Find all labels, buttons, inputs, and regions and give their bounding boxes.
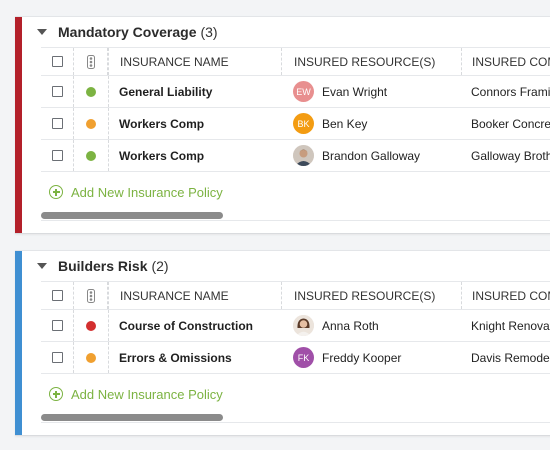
mandatory-coverage-panel: Mandatory Coverage (3) INSURANCE NAME IN… [15,16,550,234]
insurance-name[interactable]: Workers Comp [119,148,205,163]
add-insurance-label[interactable]: Add New Insurance Policy [71,184,223,200]
table-header-row: INSURANCE NAME INSURED RESOURCE(S) INSUR… [41,47,550,76]
traffic-light-icon [73,48,109,75]
company-name[interactable]: Connors Framin [471,84,550,99]
avatar: EW [293,81,314,102]
avatar: FK [293,347,314,368]
row-checkbox[interactable] [51,118,63,129]
insurance-name[interactable]: Errors & Omissions [119,350,232,365]
column-header-insured-resources[interactable]: INSURED RESOURCE(S) [281,282,462,309]
column-header-insured-company[interactable]: INSURED COMPA [461,282,550,309]
select-all-checkbox[interactable] [51,290,63,301]
avatar-photo [293,145,314,166]
company-name[interactable]: Davis Remodel [471,350,550,365]
insurance-table: INSURANCE NAME INSURED RESOURCE(S) INSUR… [41,281,550,423]
status-dot [86,352,96,363]
status-dot [86,150,96,161]
resource-name[interactable]: Anna Roth [322,318,379,333]
table-header-row: INSURANCE NAME INSURED RESOURCE(S) INSUR… [41,281,550,310]
table-row[interactable]: Workers Comp Brandon Galloway Galloway B… [41,140,550,172]
resource-name[interactable]: Ben Key [322,116,368,131]
resource-name[interactable]: Freddy Kooper [322,350,402,365]
resource-name[interactable]: Brandon Galloway [322,148,421,163]
traffic-light-icon [73,282,109,309]
column-header-insured-resources[interactable]: INSURED RESOURCE(S) [281,48,462,75]
horizontal-scrollbar[interactable] [41,414,550,423]
section-title: Builders Risk [58,258,148,274]
table-row[interactable]: Errors & Omissions FK Freddy Kooper Davi… [41,342,550,374]
select-all-checkbox[interactable] [51,56,63,67]
section-count: (2) [151,258,169,274]
status-dot [86,320,96,331]
avatar: BK [293,113,314,134]
status-dot [86,118,96,129]
row-checkbox[interactable] [51,352,63,363]
add-insurance-policy-link[interactable]: Add New Insurance Policy [41,172,550,212]
collapse-caret-icon[interactable] [37,263,47,269]
company-name[interactable]: Knight Renovat [471,318,550,333]
horizontal-scrollbar[interactable] [41,212,550,221]
resource-name[interactable]: Evan Wright [322,84,388,99]
column-header-insurance-name[interactable]: INSURANCE NAME [107,48,282,75]
add-insurance-label[interactable]: Add New Insurance Policy [71,386,223,402]
column-header-insurance-name[interactable]: INSURANCE NAME [107,282,282,309]
insurance-name[interactable]: Workers Comp [119,116,205,131]
section-title: Mandatory Coverage [58,24,197,40]
company-name[interactable]: Galloway Broth [471,148,550,163]
section-header[interactable]: Builders Risk (2) [37,251,169,281]
avatar-photo [293,315,314,336]
company-name[interactable]: Booker Concret [471,116,550,131]
collapse-caret-icon[interactable] [37,29,47,35]
builders-risk-panel: Builders Risk (2) INSURANCE NAME INSURED… [15,250,550,436]
section-header[interactable]: Mandatory Coverage (3) [37,17,218,47]
table-row[interactable]: Course of Construction Anna Roth Knight … [41,310,550,342]
scrollbar-thumb[interactable] [41,212,223,219]
insurance-name[interactable]: General Liability [119,84,213,99]
section-color-bar [15,251,22,435]
column-header-insured-company[interactable]: INSURED COMPA [461,48,550,75]
status-dot [86,86,96,97]
insurance-table: INSURANCE NAME INSURED RESOURCE(S) INSUR… [41,47,550,221]
row-checkbox[interactable] [51,86,63,97]
row-checkbox[interactable] [51,320,63,331]
table-row[interactable]: General Liability EW Evan Wright Connors… [41,76,550,108]
scrollbar-thumb[interactable] [41,414,223,421]
add-circle-icon [49,387,63,401]
table-row[interactable]: Workers Comp BK Ben Key Booker Concret [41,108,550,140]
add-insurance-policy-link[interactable]: Add New Insurance Policy [41,374,550,414]
row-checkbox[interactable] [51,150,63,161]
section-color-bar [15,17,22,233]
add-circle-icon [49,185,63,199]
insurance-name[interactable]: Course of Construction [119,318,253,333]
section-count: (3) [200,24,218,40]
